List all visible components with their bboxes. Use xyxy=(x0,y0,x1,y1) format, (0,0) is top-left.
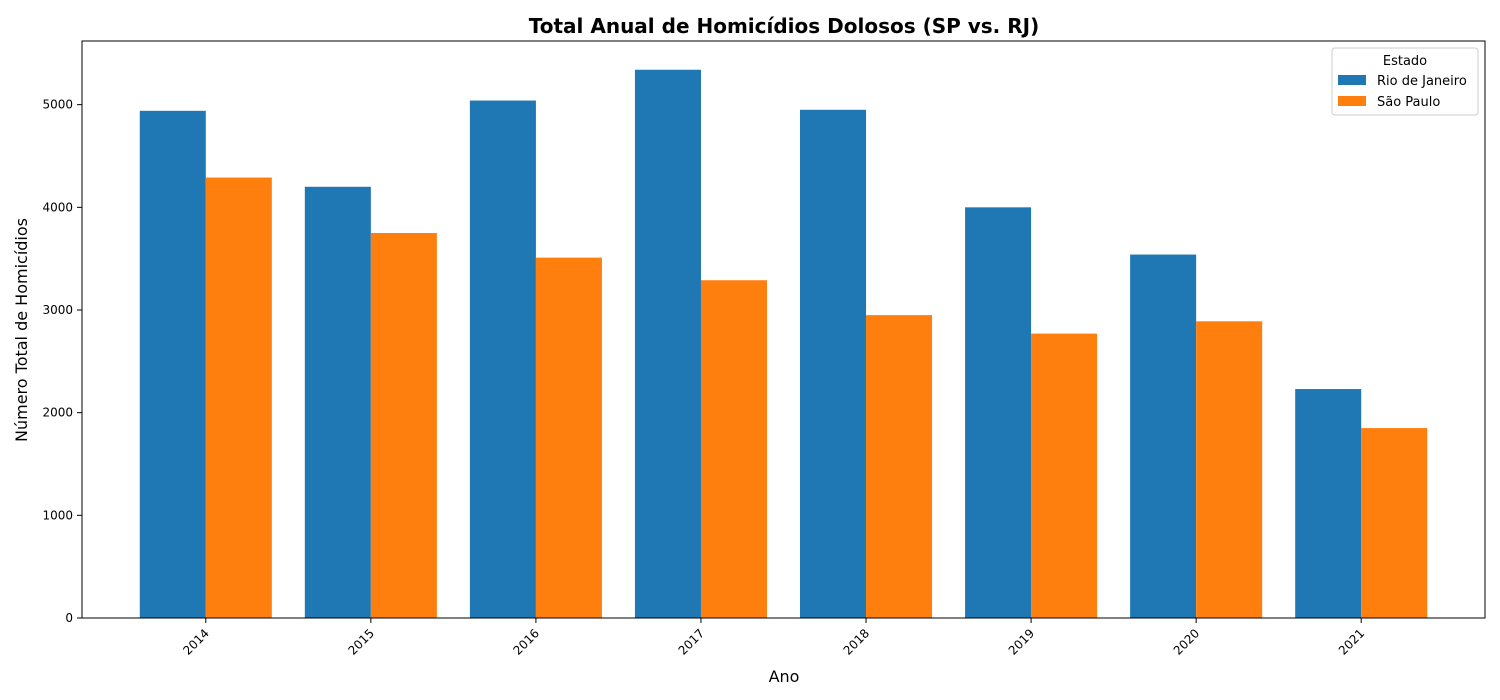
bar-rio-de-janeiro-2018 xyxy=(800,109,867,618)
y-axis: 0 1000 2000 3000 4000 5000 xyxy=(42,98,82,625)
bar-rio-de-janeiro-2021 xyxy=(1295,389,1362,618)
x-tick-label: 2018 xyxy=(841,626,872,657)
legend-title: Estado xyxy=(1383,54,1427,69)
x-tick-label: 2019 xyxy=(1006,626,1037,657)
y-tick-label: 4000 xyxy=(42,200,73,214)
legend-box xyxy=(1331,47,1479,116)
bar-s-o-paulo-2018 xyxy=(866,315,933,618)
y-tick-label: 1000 xyxy=(42,508,73,522)
bars-layer xyxy=(139,69,1428,619)
x-tick-label: 2021 xyxy=(1336,626,1367,657)
bar-s-o-paulo-2020 xyxy=(1196,321,1263,618)
legend: Estado Rio de Janeiro São Paulo xyxy=(1331,47,1479,116)
x-tick-label: 2017 xyxy=(676,626,707,657)
y-tick-label: 2000 xyxy=(42,406,73,420)
x-tick-label: 2015 xyxy=(345,626,376,657)
y-tick-label: 0 xyxy=(65,611,73,625)
legend-swatch-rio-de-janeiro xyxy=(1338,75,1366,85)
bar-s-o-paulo-2021 xyxy=(1361,428,1428,618)
bar-rio-de-janeiro-2017 xyxy=(634,69,701,619)
x-tick-label: 2014 xyxy=(180,626,211,657)
bar-rio-de-janeiro-2015 xyxy=(304,186,371,618)
bar-s-o-paulo-2015 xyxy=(370,232,437,619)
bar-rio-de-janeiro-2019 xyxy=(965,207,1032,618)
bar-rio-de-janeiro-2014 xyxy=(139,110,206,619)
legend-swatch-sao-paulo xyxy=(1338,96,1366,106)
bar-s-o-paulo-2017 xyxy=(700,280,767,618)
bar-s-o-paulo-2014 xyxy=(205,177,272,619)
chart-title: Total Anual de Homicídios Dolosos (SP vs… xyxy=(529,14,1039,38)
y-tick-label: 3000 xyxy=(42,303,73,317)
x-tick-label: 2020 xyxy=(1171,626,1202,657)
plot-area-frame xyxy=(81,40,1486,619)
y-axis-title: Número Total de Homicídios xyxy=(12,218,31,442)
bar-rio-de-janeiro-2016 xyxy=(469,100,536,619)
x-axis: 2014 2015 2016 2017 2018 2019 2020 2021 xyxy=(180,618,1367,658)
bar-rio-de-janeiro-2020 xyxy=(1130,254,1197,618)
y-tick-label: 5000 xyxy=(42,98,73,112)
bar-s-o-paulo-2019 xyxy=(1031,333,1098,618)
legend-label-rio-de-janeiro: Rio de Janeiro xyxy=(1377,74,1467,89)
legend-label-sao-paulo: São Paulo xyxy=(1377,95,1440,110)
bar-s-o-paulo-2016 xyxy=(535,257,602,618)
x-axis-title: Ano xyxy=(769,667,800,686)
x-tick-label: 2016 xyxy=(511,626,542,657)
